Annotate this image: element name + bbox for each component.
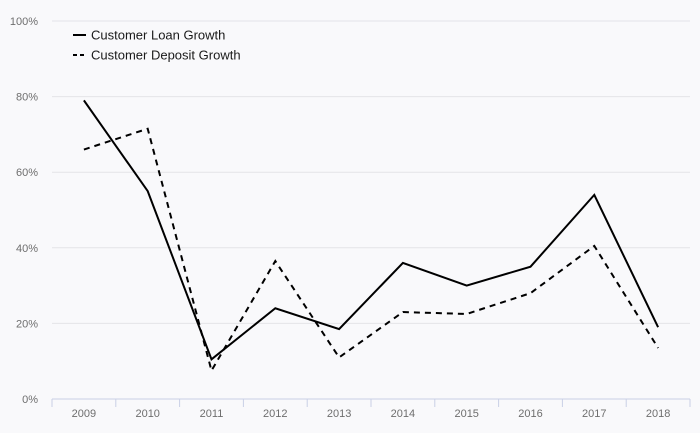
y-tick-label: 100% [10,16,38,28]
x-tick-label: 2011 [200,408,224,420]
y-axis-ticks: 0% 20% 40% 60% 80% 100% [10,16,38,406]
y-tick-label: 60% [16,167,38,179]
legend-label: Customer Deposit Growth [91,48,241,63]
y-tick-label: 20% [16,318,38,330]
x-tick-label: 2014 [391,408,415,420]
x-axis-ticks: 2009 2010 2011 2012 2013 2014 2015 2016 2017 2018 [72,408,671,420]
x-tick-label: 2018 [646,408,670,420]
x-tick-label: 2013 [327,408,351,420]
y-tick-label: 0% [22,394,38,406]
x-tick-label: 2010 [135,408,159,420]
x-tick-label: 2017 [582,408,606,420]
legend-label: Customer Loan Growth [91,28,225,43]
gridlines [52,20,690,324]
y-tick-label: 40% [16,243,38,255]
legend: Customer Loan Growth Customer Deposit Gro… [73,28,241,63]
x-axis [51,398,691,407]
x-tick-label: 2015 [454,408,478,420]
x-tick-label: 2012 [263,408,287,420]
series-lines [83,99,660,374]
series-line-customer-deposit-growth [83,127,659,374]
x-tick-label: 2009 [72,408,96,420]
y-tick-label: 80% [16,92,38,104]
x-tick-label: 2016 [518,408,542,420]
series-line-customer-loan-growth [83,99,660,361]
